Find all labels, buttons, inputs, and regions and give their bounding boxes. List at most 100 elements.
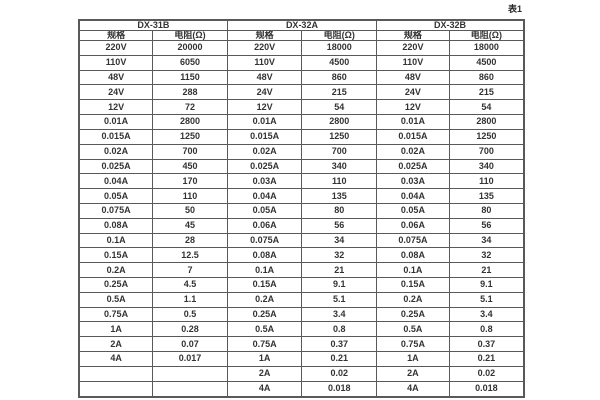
table-cell: 0.07 [152, 336, 228, 353]
table-cell: 0.025A [78, 158, 154, 175]
table-cell: 220V [376, 40, 450, 56]
table-cell: 110 [301, 173, 378, 190]
table-cell: 0.15A [226, 277, 303, 293]
table-cell: 20000 [152, 40, 228, 56]
table-cell: 0.04A [226, 188, 303, 204]
table-row: 0.015A 1250 0.015A 1250 0.015A 1250 [78, 128, 525, 145]
group-header-row: DX-31B DX-32A DX-32B [78, 19, 525, 31]
table-row: 2A 0.07 0.75A 0.37 0.75A 0.37 [78, 336, 525, 353]
resistance-column-header: 电阻(Ω) [448, 30, 525, 41]
resistance-column-header: 电阻(Ω) [301, 30, 378, 41]
table-cell: 1.1 [152, 291, 228, 308]
table-row: 220V 20000 220V 18000 220V 18000 [78, 40, 525, 56]
table-cell: 0.08A [78, 217, 154, 234]
table-cell: 0.15A [376, 277, 450, 293]
table-cell [152, 365, 228, 382]
table-cell: 56 [448, 217, 525, 234]
table-cell: 0.02 [448, 365, 525, 382]
table-cell [152, 380, 228, 398]
table-cell: 0.025A [226, 158, 303, 175]
table-cell: 0.25A [226, 306, 303, 323]
table-cell: 0.04A [376, 188, 450, 204]
table-cell: 5.1 [448, 291, 525, 308]
table-cell [78, 380, 154, 398]
table-cell: 4A [78, 351, 154, 367]
table-cell: 0.2A [376, 291, 450, 308]
table-cell: 110V [78, 54, 154, 71]
table-cell: 18000 [301, 40, 378, 56]
table-row: 48V 1150 48V 860 48V 860 [78, 69, 525, 86]
table-cell: 0.02A [226, 143, 303, 160]
table-cell: 0.018 [301, 380, 378, 398]
table-cell: 0.75A [78, 306, 154, 323]
table-cell: 12V [376, 99, 450, 116]
table-cell: 215 [301, 84, 378, 101]
table-cell: 0.8 [448, 321, 525, 338]
table-row: 110V 6050 110V 4500 110V 4500 [78, 54, 525, 71]
table-cell: 135 [301, 188, 378, 204]
table-cell: 0.02A [78, 143, 154, 160]
table-cell: 4500 [448, 54, 525, 71]
table-cell: 0.02 [301, 365, 378, 382]
table-cell: 110V [226, 54, 303, 71]
table-cell: 340 [448, 158, 525, 175]
table-cell: 288 [152, 84, 228, 101]
table-cell: 12.5 [152, 247, 228, 264]
table-cell: 340 [301, 158, 378, 175]
table-cell: 1250 [448, 128, 525, 145]
table-cell: 860 [301, 69, 378, 86]
table-cell: 0.06A [226, 217, 303, 234]
table-row: 0.05A 110 0.04A 135 0.04A 135 [78, 188, 525, 204]
table-cell: 0.5A [78, 291, 154, 308]
table-caption: 表1 [507, 4, 522, 14]
table-cell: 7 [152, 262, 228, 278]
table-cell: 700 [448, 143, 525, 160]
table-cell: 0.21 [448, 351, 525, 367]
table-cell: 0.1A [226, 262, 303, 278]
table-cell: 2800 [152, 114, 228, 130]
table-cell: 860 [448, 69, 525, 86]
table-cell: 170 [152, 173, 228, 190]
table-cell: 80 [301, 202, 378, 219]
table-cell: 0.25A [376, 306, 450, 323]
table-cell: 2A [226, 365, 303, 382]
table-row: 2A 0.02 2A 0.02 [78, 365, 525, 382]
table-cell: 0.015A [376, 128, 450, 145]
table-cell: 110V [376, 54, 450, 71]
table-cell: 34 [448, 232, 525, 249]
resistance-column-header: 电阻(Ω) [152, 30, 228, 41]
table-cell: 215 [448, 84, 525, 101]
table-row: 0.025A 450 0.025A 340 0.025A 340 [78, 158, 525, 175]
table-cell: 0.1A [78, 232, 154, 249]
table-cell: 6050 [152, 54, 228, 71]
table-cell: 220V [78, 40, 154, 56]
table-cell: 24V [376, 84, 450, 101]
table-row: 0.075A 50 0.05A 80 0.05A 80 [78, 202, 525, 219]
table-cell: 3.4 [301, 306, 378, 323]
table-cell: 135 [448, 188, 525, 204]
table-cell: 0.25A [78, 277, 154, 293]
table-cell: 4A [226, 380, 303, 398]
table-cell: 0.08A [376, 247, 450, 264]
table-cell: 0.075A [78, 202, 154, 219]
table-cell: 0.015A [226, 128, 303, 145]
table-row: 12V 72 12V 54 12V 54 [78, 99, 525, 116]
table-cell: 34 [301, 232, 378, 249]
table-cell: 0.37 [301, 336, 378, 353]
table-cell: 0.21 [301, 351, 378, 367]
table-cell: 0.015A [78, 128, 154, 145]
table-cell: 56 [301, 217, 378, 234]
group-header-dx-32b: DX-32B [376, 19, 525, 31]
table-cell: 9.1 [448, 277, 525, 293]
table-cell: 4.5 [152, 277, 228, 293]
table-row: 0.2A 7 0.1A 21 0.1A 21 [78, 262, 525, 278]
table-cell: 0.1A [376, 262, 450, 278]
table-cell: 0.08A [226, 247, 303, 264]
table-cell: 9.1 [301, 277, 378, 293]
table-body: 220V 20000 220V 18000 220V 18000 110V 6050 110V 4… [78, 40, 525, 398]
table-cell: 1150 [152, 69, 228, 86]
group-header-dx-31b: DX-31B [78, 19, 228, 31]
table-cell: 72 [152, 99, 228, 116]
table-cell: 54 [301, 99, 378, 116]
